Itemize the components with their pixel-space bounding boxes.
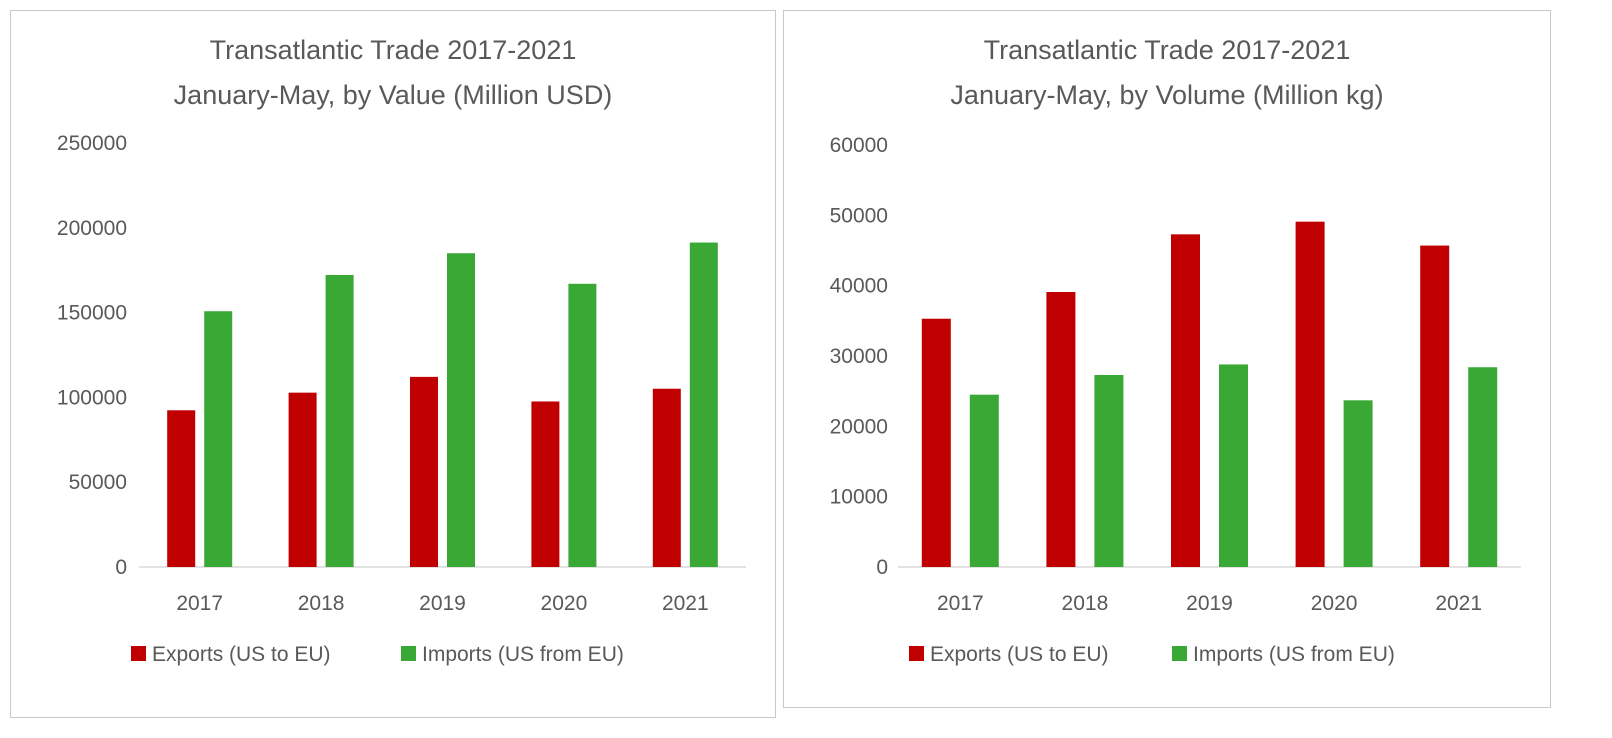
exports-bar-2017 bbox=[167, 410, 196, 567]
exports-bar-2018 bbox=[1046, 291, 1076, 567]
y-tick-label: 0 bbox=[115, 556, 127, 579]
chart-title: Transatlantic Trade 2017-2021 bbox=[984, 35, 1351, 65]
legend-swatch bbox=[401, 646, 416, 661]
imports-bar-2018 bbox=[325, 274, 354, 567]
y-tick-label: 200000 bbox=[57, 217, 127, 240]
legend-label: Imports (US from EU) bbox=[422, 643, 624, 666]
imports-bar-2021 bbox=[689, 242, 718, 567]
y-tick-label: 150000 bbox=[57, 302, 127, 325]
volume-chart-panel: Transatlantic Trade 2017-2021 January-May… bbox=[783, 10, 1551, 708]
exports-bar-2020 bbox=[1295, 221, 1325, 567]
exports-bar-2021 bbox=[652, 388, 681, 567]
legend-swatch bbox=[1172, 646, 1187, 661]
x-tick-label: 2017 bbox=[937, 592, 984, 615]
imports-bar-2017 bbox=[204, 311, 233, 567]
x-tick-label: 2018 bbox=[298, 592, 345, 615]
chart-svg: Transatlantic Trade 2017-2021 January-May… bbox=[57, 35, 746, 666]
imports-bar-2021 bbox=[1468, 367, 1498, 567]
y-tick-label: 250000 bbox=[57, 132, 127, 155]
y-tick-label: 0 bbox=[876, 556, 888, 579]
y-tick-label: 40000 bbox=[830, 275, 888, 298]
exports-bar-2021 bbox=[1420, 245, 1450, 567]
x-tick-label: 2021 bbox=[1435, 592, 1482, 615]
chart-svg: Transatlantic Trade 2017-2021 January-May… bbox=[830, 35, 1521, 666]
imports-bar-2019 bbox=[1219, 364, 1248, 567]
legend-label: Imports (US from EU) bbox=[1193, 643, 1395, 666]
y-tick-label: 30000 bbox=[830, 345, 888, 368]
imports-bar-2018 bbox=[1094, 374, 1124, 567]
x-tick-label: 2021 bbox=[662, 592, 709, 615]
x-tick-label: 2020 bbox=[1311, 592, 1358, 615]
y-tick-label: 10000 bbox=[830, 486, 888, 509]
imports-bar-2019 bbox=[447, 253, 475, 568]
exports-bar-2018 bbox=[288, 392, 317, 567]
exports-bar-2017 bbox=[921, 318, 951, 567]
exports-bar-2019 bbox=[410, 376, 438, 567]
chart-subtitle: January-May, by Value (Million USD) bbox=[174, 80, 613, 110]
x-tick-label: 2017 bbox=[176, 592, 223, 615]
value-chart-panel: Transatlantic Trade 2017-2021 January-May… bbox=[10, 10, 776, 718]
exports-bar-2019 bbox=[1171, 234, 1200, 567]
exports-bar-2020 bbox=[531, 401, 560, 567]
x-tick-label: 2018 bbox=[1062, 592, 1109, 615]
y-tick-label: 60000 bbox=[830, 134, 888, 157]
imports-bar-2020 bbox=[1343, 400, 1373, 567]
legend-label: Exports (US to EU) bbox=[152, 643, 331, 666]
imports-bar-2017 bbox=[969, 394, 999, 567]
chart-title: Transatlantic Trade 2017-2021 bbox=[210, 35, 577, 65]
y-tick-label: 100000 bbox=[57, 386, 127, 409]
y-tick-label: 50000 bbox=[830, 204, 888, 227]
legend-swatch bbox=[131, 646, 146, 661]
x-tick-label: 2020 bbox=[541, 592, 588, 615]
y-tick-label: 50000 bbox=[69, 471, 127, 494]
x-tick-label: 2019 bbox=[419, 592, 466, 615]
x-tick-label: 2019 bbox=[1186, 592, 1233, 615]
legend-swatch bbox=[909, 646, 924, 661]
legend-label: Exports (US to EU) bbox=[930, 643, 1109, 666]
y-tick-label: 20000 bbox=[830, 415, 888, 438]
imports-bar-2020 bbox=[568, 283, 597, 567]
chart-subtitle: January-May, by Volume (Million kg) bbox=[950, 80, 1383, 110]
